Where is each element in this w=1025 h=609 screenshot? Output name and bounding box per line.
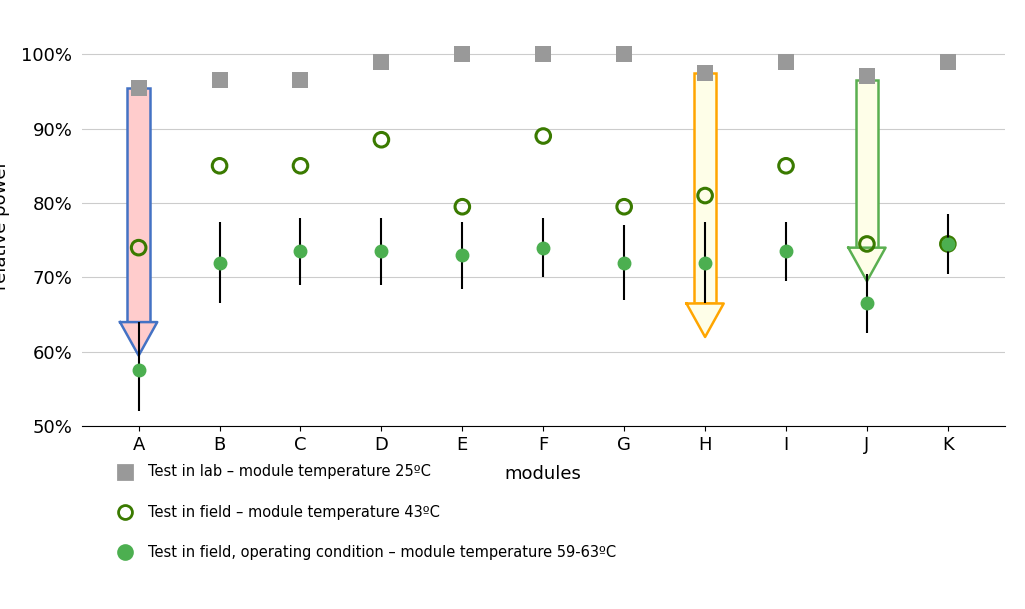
Bar bbox=[856, 80, 878, 248]
Text: Test in field, operating condition – module temperature 59-63ºC: Test in field, operating condition – mod… bbox=[149, 545, 617, 560]
Bar bbox=[694, 72, 716, 303]
Point bbox=[454, 202, 470, 211]
Point bbox=[859, 239, 875, 249]
Point bbox=[211, 161, 228, 171]
Y-axis label: relative power: relative power bbox=[0, 160, 10, 290]
Point bbox=[616, 49, 632, 59]
Point bbox=[697, 68, 713, 77]
Point bbox=[616, 202, 632, 211]
Point bbox=[535, 131, 551, 141]
Point bbox=[697, 191, 713, 200]
Point bbox=[211, 76, 228, 85]
Point bbox=[778, 57, 794, 66]
Point bbox=[859, 72, 875, 82]
Point bbox=[373, 57, 390, 66]
Text: Test in field – module temperature 43ºC: Test in field – module temperature 43ºC bbox=[149, 505, 441, 519]
Point bbox=[940, 57, 956, 66]
Point bbox=[373, 135, 390, 144]
Polygon shape bbox=[849, 248, 886, 281]
Point bbox=[535, 49, 551, 59]
X-axis label: modules: modules bbox=[504, 465, 582, 483]
Point bbox=[130, 243, 147, 253]
Polygon shape bbox=[687, 303, 724, 337]
Point bbox=[454, 49, 470, 59]
Point bbox=[130, 83, 147, 93]
Point bbox=[292, 161, 309, 171]
Bar bbox=[127, 88, 150, 322]
Polygon shape bbox=[120, 322, 157, 356]
Point bbox=[778, 161, 794, 171]
Text: Test in lab – module temperature 25ºC: Test in lab – module temperature 25ºC bbox=[149, 465, 432, 479]
Point bbox=[292, 76, 309, 85]
Point bbox=[940, 239, 956, 249]
